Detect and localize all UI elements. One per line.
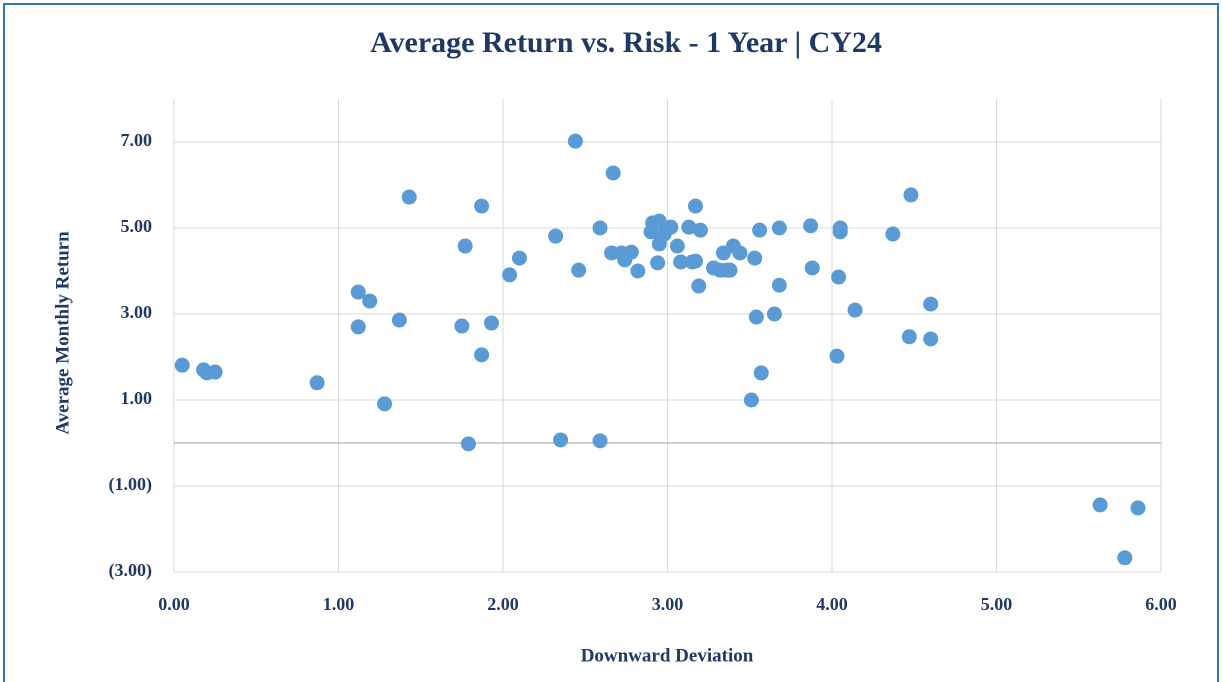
point — [743, 392, 759, 408]
point — [174, 357, 190, 373]
point — [923, 331, 939, 347]
point — [474, 347, 490, 363]
point — [511, 250, 527, 266]
x-axis-title: Downward Deviation — [581, 645, 754, 666]
point — [832, 224, 848, 240]
point — [454, 318, 470, 334]
point — [362, 293, 378, 309]
x-tick-label: 1.00 — [323, 594, 355, 614]
x-tick-label: 5.00 — [981, 594, 1013, 614]
point — [923, 296, 939, 312]
point — [885, 226, 901, 242]
point — [669, 238, 685, 254]
point — [687, 253, 703, 269]
point — [605, 165, 621, 181]
point — [1117, 550, 1133, 566]
point — [748, 309, 764, 325]
point — [483, 315, 499, 331]
point — [650, 255, 666, 271]
point — [747, 250, 763, 266]
point — [474, 198, 490, 214]
point — [460, 436, 476, 452]
point — [309, 375, 325, 391]
point — [771, 220, 787, 236]
point — [847, 302, 863, 318]
point — [663, 219, 679, 235]
frame — [3, 3, 1219, 682]
point — [804, 260, 820, 276]
y-tick-label: 7.00 — [121, 130, 153, 150]
point — [903, 187, 919, 203]
point — [691, 278, 707, 294]
point — [592, 220, 608, 236]
point — [401, 189, 417, 205]
point — [548, 228, 564, 244]
point — [831, 269, 847, 285]
y-tick-label: (1.00) — [109, 474, 153, 495]
point — [630, 263, 646, 279]
point — [1130, 500, 1146, 516]
point — [901, 329, 917, 345]
x-tick-label: 4.00 — [816, 594, 848, 614]
point — [502, 267, 518, 283]
x-tick-label: 0.00 — [158, 594, 190, 614]
x-tick-label: 3.00 — [652, 594, 684, 614]
point — [829, 348, 845, 364]
point — [681, 219, 697, 235]
x-tick-label: 6.00 — [1145, 594, 1177, 614]
point — [732, 245, 748, 261]
point — [567, 133, 583, 149]
point — [692, 222, 708, 238]
point — [350, 319, 366, 335]
point — [752, 222, 768, 238]
point — [207, 364, 223, 380]
point — [673, 254, 689, 270]
point — [803, 218, 819, 234]
point — [766, 306, 782, 322]
y-axis-title: Average Monthly Return — [52, 231, 73, 435]
point — [571, 262, 587, 278]
chart-title: Average Return vs. Risk - 1 Year | CY24 — [370, 26, 882, 59]
point — [391, 312, 407, 328]
x-tick-label: 2.00 — [487, 594, 519, 614]
point — [753, 365, 769, 381]
y-tick-label: 5.00 — [121, 216, 153, 236]
point — [722, 262, 738, 278]
point — [553, 432, 569, 448]
point — [687, 198, 703, 214]
point — [350, 284, 366, 300]
point — [377, 396, 393, 412]
point — [592, 433, 608, 449]
y-tick-label: (3.00) — [109, 560, 153, 581]
y-tick-label: 1.00 — [121, 388, 153, 408]
point — [1092, 497, 1108, 513]
point — [771, 277, 787, 293]
point — [457, 238, 473, 254]
point — [623, 244, 639, 260]
y-tick-label: 3.00 — [121, 302, 153, 322]
